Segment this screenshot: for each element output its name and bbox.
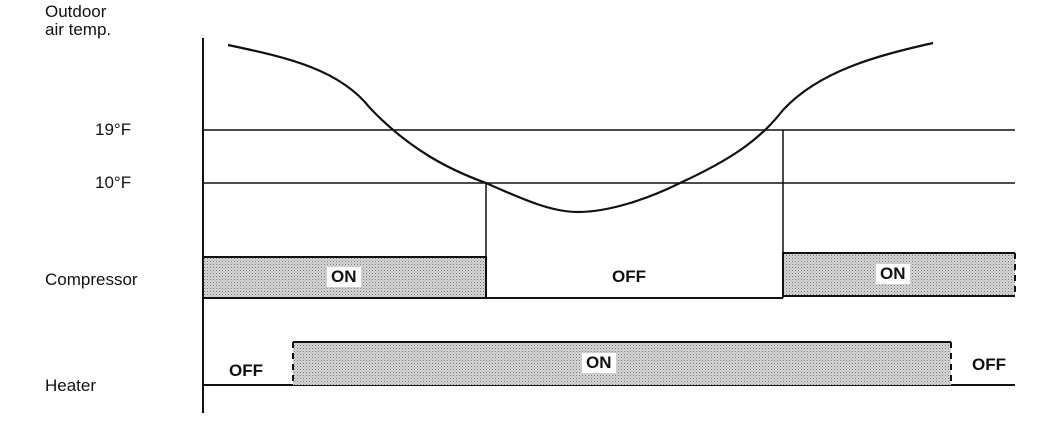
outdoor-temp-label-line1: Outdoor — [45, 2, 107, 21]
10f-label: 10°F — [95, 173, 132, 192]
heater-state-off-2: OFF — [972, 355, 1006, 374]
heater-state-on: ON — [582, 353, 616, 373]
compressor-state-off: OFF — [612, 267, 646, 286]
heater-on-bar — [293, 342, 951, 385]
compressor-label: Compressor — [45, 270, 138, 289]
outdoor-temp-label-line2: air temp. — [45, 20, 112, 39]
outdoor-temp-curve — [227, 41, 934, 214]
heater-state-off-1: OFF — [229, 361, 263, 380]
19f-label: 19°F — [95, 120, 132, 139]
compressor-state-on-1: ON — [327, 267, 361, 287]
compressor-state-on-2: ON — [876, 264, 910, 284]
heater-label: Heater — [45, 376, 97, 395]
